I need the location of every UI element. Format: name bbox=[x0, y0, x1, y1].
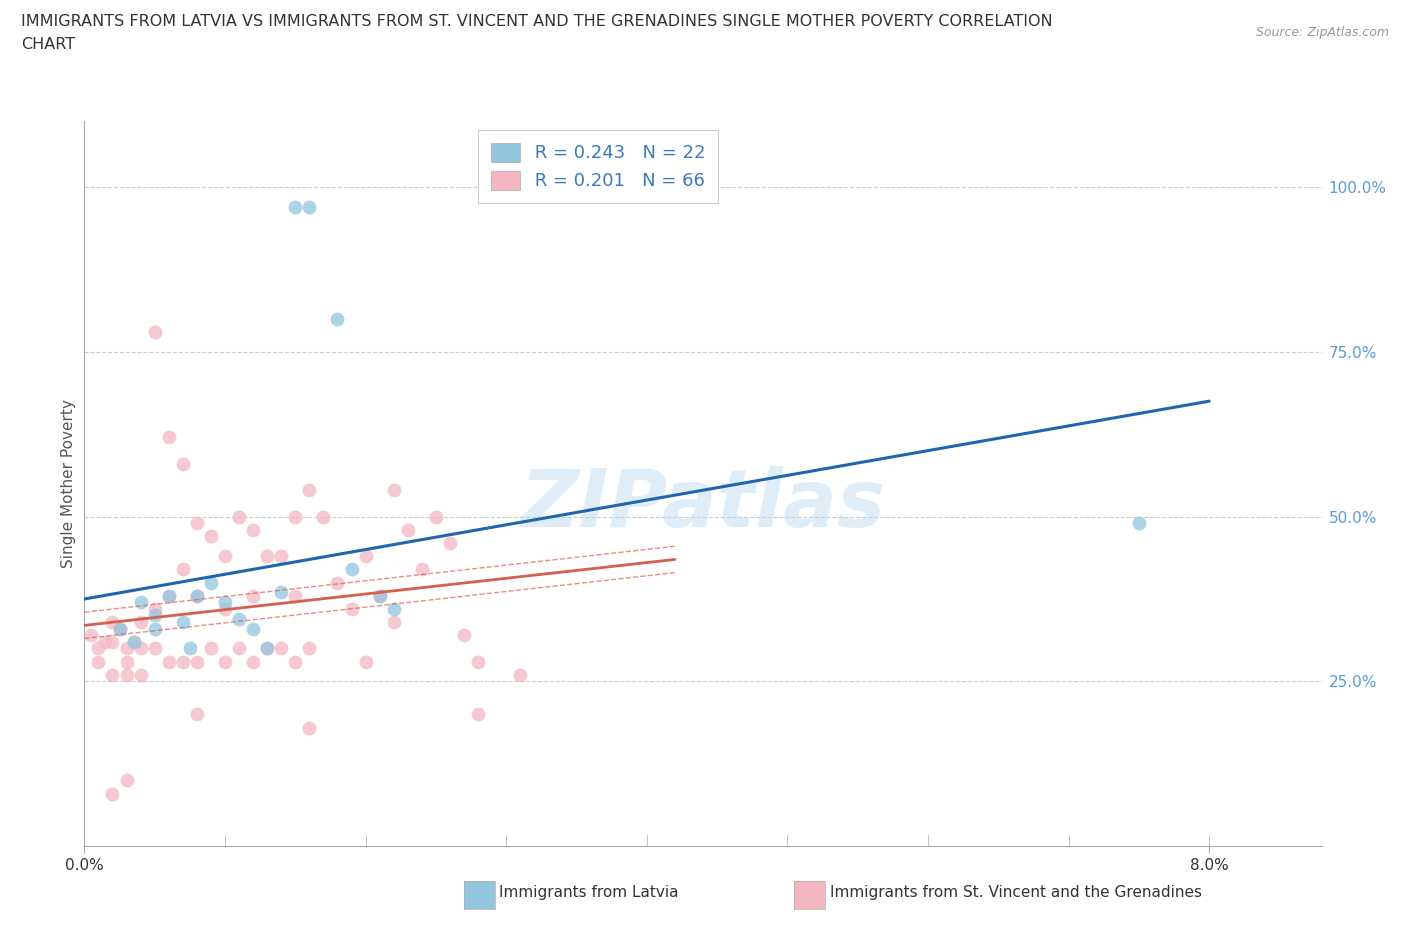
Point bbox=[284, 589, 307, 604]
Point bbox=[186, 589, 208, 604]
Point bbox=[368, 589, 391, 604]
Point bbox=[326, 575, 349, 590]
Point bbox=[354, 549, 377, 564]
Point bbox=[298, 483, 321, 498]
Point bbox=[509, 668, 531, 683]
Point bbox=[122, 634, 145, 649]
Point bbox=[200, 641, 222, 656]
Point bbox=[200, 529, 222, 544]
Point bbox=[1128, 516, 1150, 531]
Point bbox=[129, 595, 152, 610]
Point bbox=[129, 641, 152, 656]
Point bbox=[129, 668, 152, 683]
Point bbox=[256, 641, 278, 656]
Point bbox=[242, 621, 264, 636]
Point bbox=[87, 654, 110, 669]
Point bbox=[186, 589, 208, 604]
Point bbox=[298, 199, 321, 214]
Point bbox=[368, 589, 391, 604]
Point bbox=[382, 602, 405, 617]
Text: Immigrants from St. Vincent and the Grenadines: Immigrants from St. Vincent and the Gren… bbox=[830, 885, 1202, 900]
Point bbox=[108, 621, 131, 636]
Point bbox=[228, 509, 250, 524]
Point bbox=[101, 786, 124, 801]
Text: IMMIGRANTS FROM LATVIA VS IMMIGRANTS FROM ST. VINCENT AND THE GRENADINES SINGLE : IMMIGRANTS FROM LATVIA VS IMMIGRANTS FRO… bbox=[21, 14, 1053, 29]
Point bbox=[157, 589, 180, 604]
Point bbox=[87, 641, 110, 656]
Point bbox=[228, 641, 250, 656]
Point bbox=[115, 654, 138, 669]
Point bbox=[157, 589, 180, 604]
Point bbox=[143, 641, 166, 656]
Point bbox=[94, 634, 117, 649]
Point bbox=[411, 562, 433, 577]
Point bbox=[115, 641, 138, 656]
Point bbox=[115, 773, 138, 788]
Point bbox=[101, 668, 124, 683]
Point bbox=[186, 516, 208, 531]
Point bbox=[122, 634, 145, 649]
Text: Source: ZipAtlas.com: Source: ZipAtlas.com bbox=[1256, 26, 1389, 39]
Text: ZIPatlas: ZIPatlas bbox=[520, 466, 886, 544]
Point bbox=[186, 707, 208, 722]
Point bbox=[326, 312, 349, 326]
Point bbox=[157, 654, 180, 669]
Point bbox=[129, 615, 152, 630]
Point bbox=[80, 628, 103, 643]
Point bbox=[108, 621, 131, 636]
Point bbox=[312, 509, 335, 524]
Point bbox=[101, 615, 124, 630]
Point bbox=[382, 615, 405, 630]
Point bbox=[242, 589, 264, 604]
Point bbox=[214, 595, 236, 610]
Point bbox=[172, 562, 194, 577]
Point bbox=[354, 654, 377, 669]
Point bbox=[284, 509, 307, 524]
Point bbox=[439, 536, 461, 551]
Point bbox=[214, 549, 236, 564]
Text: Immigrants from Latvia: Immigrants from Latvia bbox=[499, 885, 679, 900]
Point bbox=[467, 707, 489, 722]
Point bbox=[256, 641, 278, 656]
Text: CHART: CHART bbox=[21, 37, 75, 52]
Point bbox=[340, 602, 363, 617]
Point bbox=[298, 641, 321, 656]
Point bbox=[200, 575, 222, 590]
Point bbox=[382, 483, 405, 498]
Point bbox=[270, 585, 292, 600]
Point bbox=[115, 668, 138, 683]
Point bbox=[214, 602, 236, 617]
Point bbox=[396, 523, 419, 538]
Point bbox=[143, 325, 166, 339]
Y-axis label: Single Mother Poverty: Single Mother Poverty bbox=[60, 399, 76, 568]
Point bbox=[157, 430, 180, 445]
Point bbox=[143, 621, 166, 636]
Point bbox=[143, 602, 166, 617]
Point bbox=[256, 549, 278, 564]
Point bbox=[467, 654, 489, 669]
Point bbox=[101, 634, 124, 649]
Point bbox=[284, 199, 307, 214]
Point bbox=[284, 654, 307, 669]
Point bbox=[453, 628, 475, 643]
Point bbox=[228, 611, 250, 626]
Point bbox=[172, 654, 194, 669]
Point bbox=[143, 608, 166, 623]
Point bbox=[242, 523, 264, 538]
Point bbox=[298, 720, 321, 735]
Point bbox=[172, 457, 194, 472]
Point bbox=[340, 562, 363, 577]
Point bbox=[425, 509, 447, 524]
Point bbox=[270, 549, 292, 564]
Point bbox=[270, 641, 292, 656]
Point bbox=[242, 654, 264, 669]
Point bbox=[179, 641, 201, 656]
Point bbox=[186, 654, 208, 669]
Point bbox=[172, 615, 194, 630]
Point bbox=[214, 654, 236, 669]
Legend:  R = 0.243   N = 22,  R = 0.201   N = 66: R = 0.243 N = 22, R = 0.201 N = 66 bbox=[478, 130, 717, 203]
